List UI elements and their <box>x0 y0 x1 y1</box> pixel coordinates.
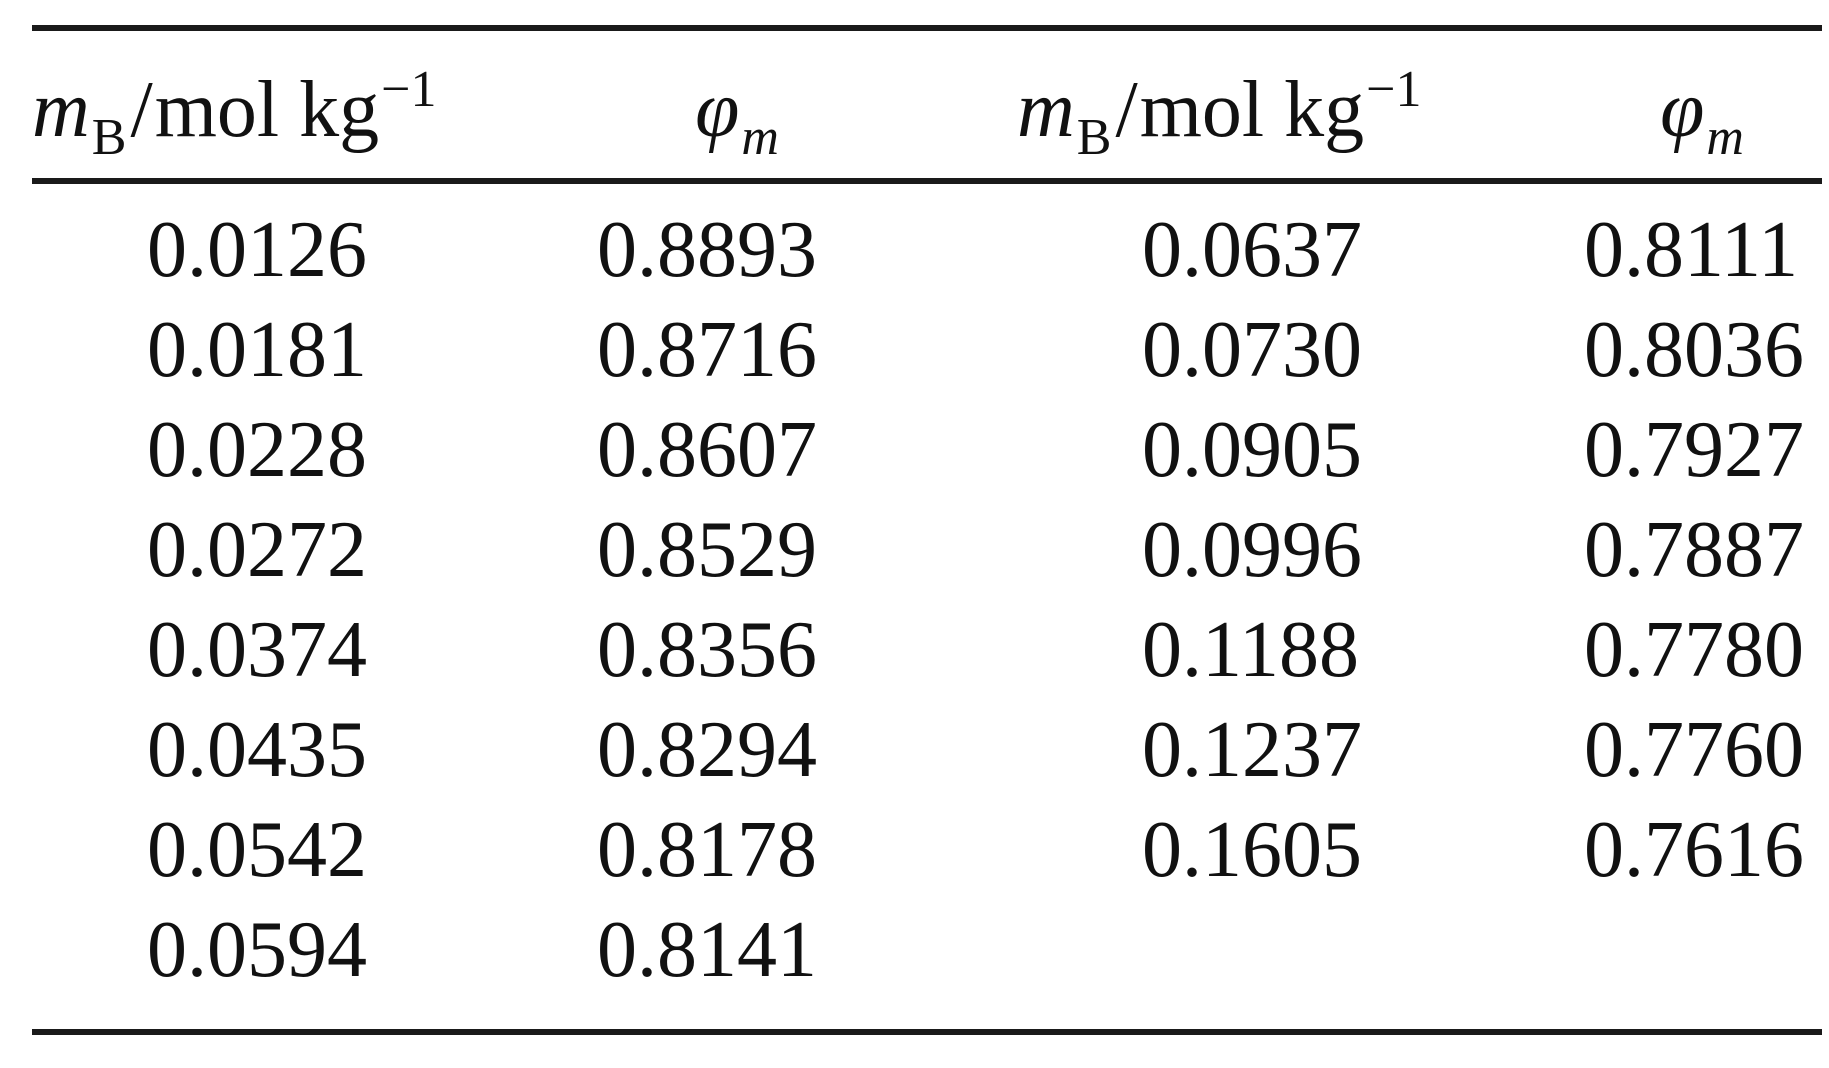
cell-molality-1: 0.0594 <box>147 906 367 994</box>
table-row: 0.0228 0.8607 0.0905 0.7927 <box>32 400 1822 500</box>
cell-osmotic-1: 0.8893 <box>597 206 817 294</box>
cell-molality-2: 0.1605 <box>1142 806 1362 894</box>
cell-molality-1: 0.0126 <box>147 206 367 294</box>
table-row: 0.0435 0.8294 0.1237 0.7760 <box>32 700 1822 800</box>
table-body: 0.0126 0.8893 0.0637 0.8111 0.0181 0.871… <box>32 200 1822 1000</box>
cell-osmotic-1: 0.8356 <box>597 606 817 694</box>
cell-osmotic-1: 0.8607 <box>597 406 817 494</box>
cell-osmotic-2: 0.8036 <box>1584 306 1804 394</box>
header-rule <box>32 178 1822 184</box>
cell-molality-2: 0.0905 <box>1142 406 1362 494</box>
table-header: mB/mol kg−1 φm mB/mol kg−1 φm <box>32 25 1822 178</box>
bottom-rule <box>32 1029 1822 1035</box>
cell-molality-2: 0.1188 <box>1142 606 1360 694</box>
cell-osmotic-1: 0.8294 <box>597 706 817 794</box>
table-row: 0.0126 0.8893 0.0637 0.8111 <box>32 200 1822 300</box>
cell-osmotic-2: 0.7780 <box>1584 606 1804 694</box>
cell-osmotic-1: 0.8141 <box>597 906 817 994</box>
cell-molality-2: 0.0637 <box>1142 206 1362 294</box>
table-row: 0.0181 0.8716 0.0730 0.8036 <box>32 300 1822 400</box>
cell-molality-2: 0.0730 <box>1142 306 1362 394</box>
cell-osmotic-2: 0.7616 <box>1584 806 1804 894</box>
cell-osmotic-2: 0.8111 <box>1584 206 1799 294</box>
cell-molality-1: 0.0228 <box>147 406 367 494</box>
cell-molality-1: 0.0435 <box>147 706 367 794</box>
top-rule <box>32 25 1822 31</box>
header-molality-2: mB/mol kg−1 <box>1017 61 1422 166</box>
header-osmotic-coefficient-2: φm <box>1660 66 1744 166</box>
header-molality-1: mB/mol kg−1 <box>32 61 437 166</box>
header-osmotic-coefficient-1: φm <box>695 66 779 166</box>
cell-molality-1: 0.0374 <box>147 606 367 694</box>
cell-molality-2: 0.1237 <box>1142 706 1362 794</box>
cell-osmotic-2: 0.7760 <box>1584 706 1804 794</box>
table-row: 0.0272 0.8529 0.0996 0.7887 <box>32 500 1822 600</box>
cell-molality-2: 0.0996 <box>1142 506 1362 594</box>
table-row: 0.0374 0.8356 0.1188 0.7780 <box>32 600 1822 700</box>
cell-osmotic-2: 0.7887 <box>1584 506 1804 594</box>
cell-molality-1: 0.0542 <box>147 806 367 894</box>
cell-osmotic-1: 0.8529 <box>597 506 817 594</box>
table-row: 0.0594 0.8141 <box>32 900 1822 1000</box>
table-row: 0.0542 0.8178 0.1605 0.7616 <box>32 800 1822 900</box>
cell-osmotic-2: 0.7927 <box>1584 406 1804 494</box>
cell-osmotic-1: 0.8178 <box>597 806 817 894</box>
cell-osmotic-1: 0.8716 <box>597 306 817 394</box>
cell-molality-1: 0.0272 <box>147 506 367 594</box>
cell-molality-1: 0.0181 <box>147 306 367 394</box>
data-table: mB/mol kg−1 φm mB/mol kg−1 φm 0.0126 0.8… <box>32 25 1822 1045</box>
